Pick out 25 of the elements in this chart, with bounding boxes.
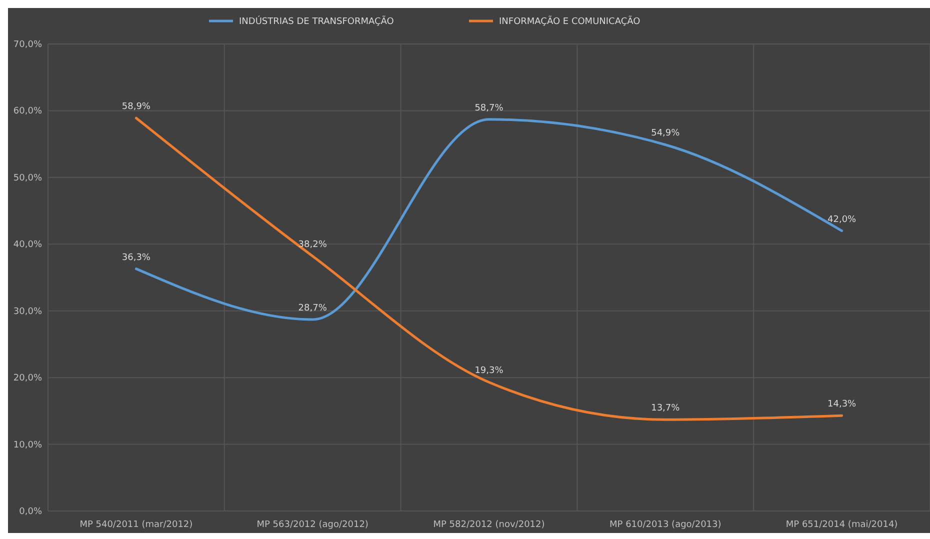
- y-tick-label: 0,0%: [19, 507, 42, 517]
- y-tick-label: 20,0%: [13, 374, 42, 384]
- data-label: 13,7%: [651, 404, 680, 414]
- data-label: 42,0%: [828, 214, 857, 225]
- data-label: 28,7%: [298, 304, 328, 314]
- y-tick-label: 40,0%: [13, 240, 42, 250]
- data-label: 14,3%: [828, 400, 857, 410]
- y-tick-label: 60,0%: [13, 106, 42, 117]
- legend-label: INDÚSTRIAS DE TRANSFORMAÇÃO: [239, 15, 394, 27]
- x-tick-label: MP 582/2012 (nov/2012): [433, 520, 545, 530]
- y-tick-label: 50,0%: [13, 173, 42, 184]
- x-tick-label: MP 610/2013 (ago/2013): [610, 520, 722, 530]
- data-label: 58,9%: [122, 102, 151, 112]
- data-label: 38,2%: [298, 240, 328, 250]
- data-label: 58,7%: [474, 103, 504, 114]
- x-tick-label: MP 540/2011 (mar/2012): [80, 520, 193, 530]
- data-label: 36,3%: [122, 252, 151, 263]
- y-tick-label: 30,0%: [13, 306, 42, 317]
- x-tick-label: MP 651/2014 (mai/2014): [786, 520, 898, 530]
- data-label: 19,3%: [474, 366, 504, 376]
- y-tick-label: 70,0%: [13, 40, 42, 50]
- data-label: 54,9%: [651, 128, 680, 139]
- y-tick-label: 10,0%: [13, 440, 42, 450]
- x-tick-label: MP 563/2012 (ago/2012): [256, 520, 368, 530]
- legend-label: INFORMAÇÃO E COMUNICAÇÃO: [499, 15, 640, 27]
